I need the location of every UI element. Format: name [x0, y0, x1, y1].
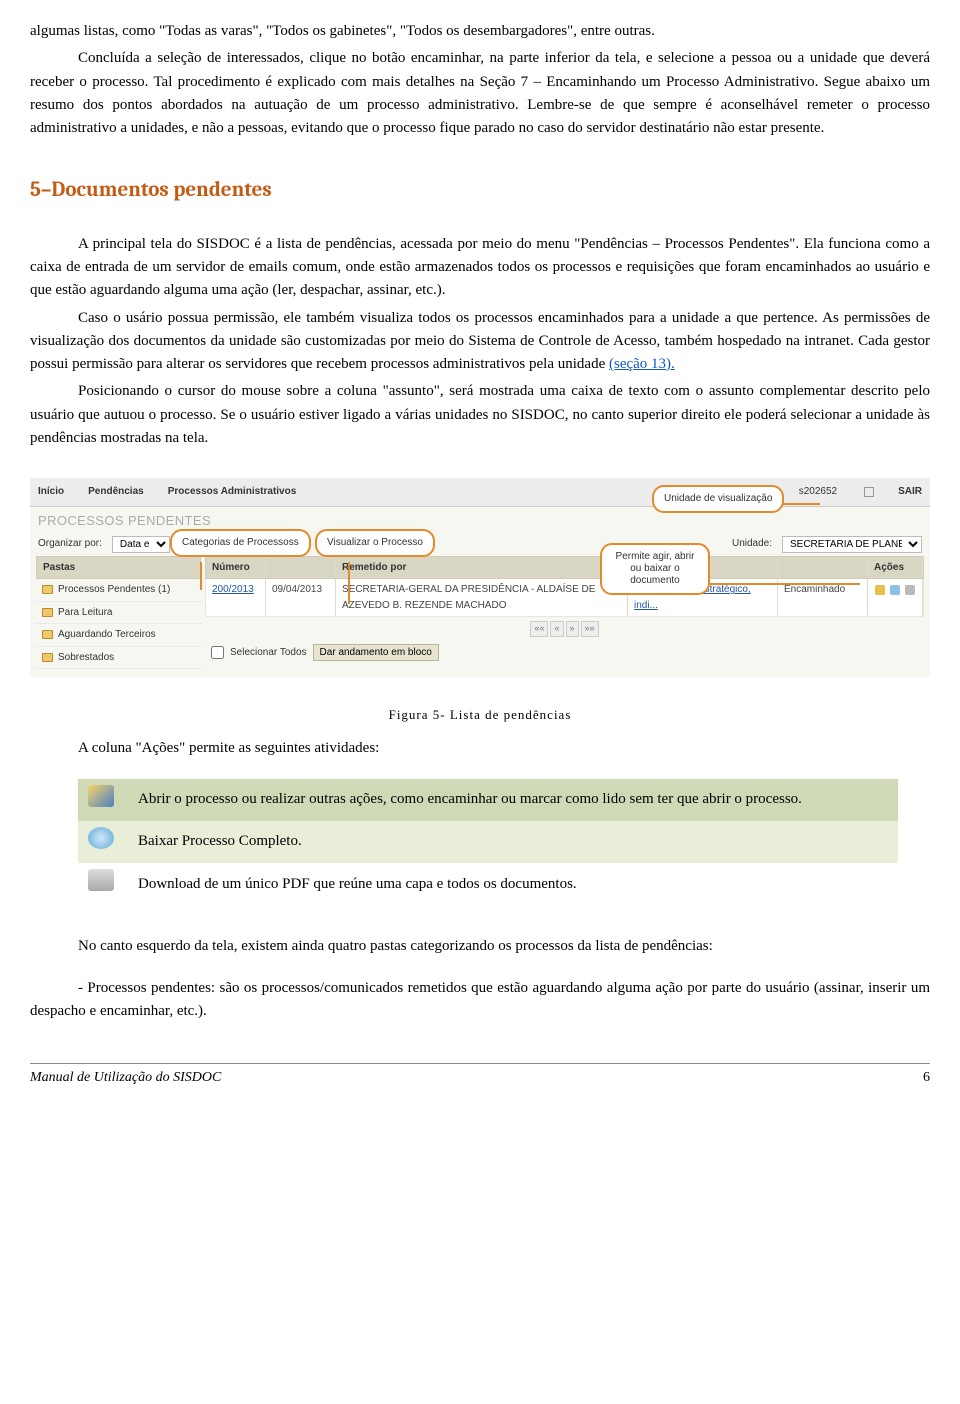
col-status — [778, 557, 868, 579]
grid-content: Número Remetido por Ações 200/2013 09/04… — [205, 556, 924, 670]
download-action-icon — [88, 827, 114, 849]
dar-andamento-button[interactable]: Dar andamento em bloco — [313, 644, 439, 661]
folder-icon — [42, 608, 53, 617]
folder-icon — [42, 653, 53, 662]
main-area: Pastas Processos Pendentes (1) Para Leit… — [30, 556, 930, 670]
callout-categorias: Categorias de Processoss — [170, 529, 311, 557]
section-heading: 5–Documentos pendentes — [30, 174, 930, 207]
organizar-label: Organizar por: — [38, 536, 102, 552]
paragraph-1: algumas listas, como "Todas as varas", "… — [30, 20, 930, 43]
unidade-select[interactable]: SECRETARIA DE PLANEJA — [782, 536, 922, 553]
section-13-link[interactable]: (seção 13). — [609, 356, 675, 372]
row-actions[interactable] — [868, 579, 923, 616]
menu-inicio[interactable]: Início — [38, 484, 64, 500]
callout-permite: Permite agir, abrir ou baixar o document… — [600, 543, 710, 595]
unidade-label: Unidade: — [732, 536, 772, 552]
organizar-select[interactable]: Data e — [112, 536, 170, 553]
app-title: PROCESSOS PENDENTES — [30, 507, 930, 533]
action-3-text: Download de um único PDF que reúne uma c… — [128, 863, 898, 905]
folder-leitura[interactable]: Para Leitura — [36, 602, 201, 625]
actions-table: Abrir o processo ou realizar outras açõe… — [78, 779, 898, 906]
callout-visualizar: Visualizar o Processo — [315, 529, 435, 557]
paragraph-4: Caso o usário possua permissão, ele tamb… — [30, 307, 930, 377]
paragraph-7: - Processos pendentes: são os processos/… — [30, 977, 930, 1024]
app-body: PROCESSOS PENDENTES Organizar por: Data … — [30, 506, 930, 678]
toolbar: Organizar por: Data e proces Unidade: SE… — [30, 533, 930, 556]
select-all-checkbox[interactable] — [211, 646, 224, 659]
callout-connector — [710, 583, 860, 585]
row-status: Encaminhado — [778, 579, 868, 616]
action-1-text: Abrir o processo ou realizar outras açõe… — [128, 779, 898, 821]
col-remetido[interactable]: Remetido por — [336, 557, 628, 579]
callout-connector — [200, 562, 202, 590]
page-footer: Manual de Utilização do SISDOC 6 — [30, 1063, 930, 1089]
pager[interactable]: «««»»» — [205, 617, 924, 641]
folder-label: Sobrestados — [58, 650, 114, 666]
select-all-label: Selecionar Todos — [230, 645, 307, 661]
paragraph-6: No canto esquerdo da tela, existem ainda… — [78, 935, 930, 958]
menu-sair[interactable]: SAIR — [898, 484, 922, 500]
download-icon[interactable] — [890, 585, 900, 595]
action-2-text: Baixar Processo Completo. — [128, 821, 898, 863]
menu-processos[interactable]: Processos Administrativos — [168, 484, 297, 500]
action-row-1: Abrir o processo ou realizar outras açõe… — [78, 779, 898, 821]
col-acoes[interactable]: Ações — [868, 557, 923, 579]
folder-label: Aguardando Terceiros — [58, 627, 156, 643]
open-action-icon — [88, 785, 114, 807]
screenshot-figure: Início Pendências Processos Administrati… — [30, 478, 930, 677]
col-numero[interactable]: Número — [206, 557, 266, 579]
folder-icon — [42, 630, 53, 639]
usuario-value: s202652 — [799, 484, 837, 500]
folder-aguardando[interactable]: Aguardando Terceiros — [36, 624, 201, 647]
page-number: 6 — [923, 1067, 930, 1089]
action-row-2: Baixar Processo Completo. — [78, 821, 898, 863]
paragraph-3: A principal tela do SISDOC é a lista de … — [30, 233, 930, 303]
action-row-3: Download de um único PDF que reúne uma c… — [78, 863, 898, 905]
app-menubar: Início Pendências Processos Administrati… — [30, 478, 930, 506]
sidebar-header: Pastas — [36, 556, 201, 580]
sidebar: Pastas Processos Pendentes (1) Para Leit… — [36, 556, 201, 670]
menu-pendencias[interactable]: Pendências — [88, 484, 144, 500]
row-date: 09/04/2013 — [266, 579, 336, 616]
folder-sobrestados[interactable]: Sobrestados — [36, 647, 201, 670]
callout-unidade: Unidade de visualização — [652, 485, 784, 513]
grid-header: Número Remetido por Ações — [205, 556, 924, 580]
callout-connector — [348, 562, 350, 604]
paragraph-2: Concluída a seleção de interessados, cli… — [30, 47, 930, 140]
figure-caption: Figura 5- Lista de pendências — [30, 705, 930, 725]
proc-number-link[interactable]: 200/2013 — [212, 584, 254, 595]
pdf-icon[interactable] — [905, 585, 915, 595]
col-date — [266, 557, 336, 579]
paragraph-5: Posicionando o cursor do mouse sobre a c… — [30, 380, 930, 450]
exit-icon — [864, 487, 874, 497]
footer-title: Manual de Utilização do SISDOC — [30, 1067, 221, 1089]
folder-label: Para Leitura — [58, 605, 112, 621]
folder-pendentes[interactable]: Processos Pendentes (1) — [36, 579, 201, 602]
folder-label: Processos Pendentes (1) — [58, 582, 170, 598]
pdf-action-icon — [88, 869, 114, 891]
paragraph-4-text: Caso o usário possua permissão, ele tamb… — [30, 310, 930, 373]
open-icon[interactable] — [875, 585, 885, 595]
after-figure-text: A coluna "Ações" permite as seguintes at… — [78, 737, 930, 760]
folder-icon — [42, 585, 53, 594]
bulk-actions-row: Selecionar Todos Dar andamento em bloco — [205, 641, 924, 664]
row-remetido: SECRETARIA-GERAL DA PRESIDÊNCIA - ALDAÍS… — [336, 579, 628, 616]
table-row[interactable]: 200/2013 09/04/2013 SECRETARIA-GERAL DA … — [205, 579, 924, 617]
